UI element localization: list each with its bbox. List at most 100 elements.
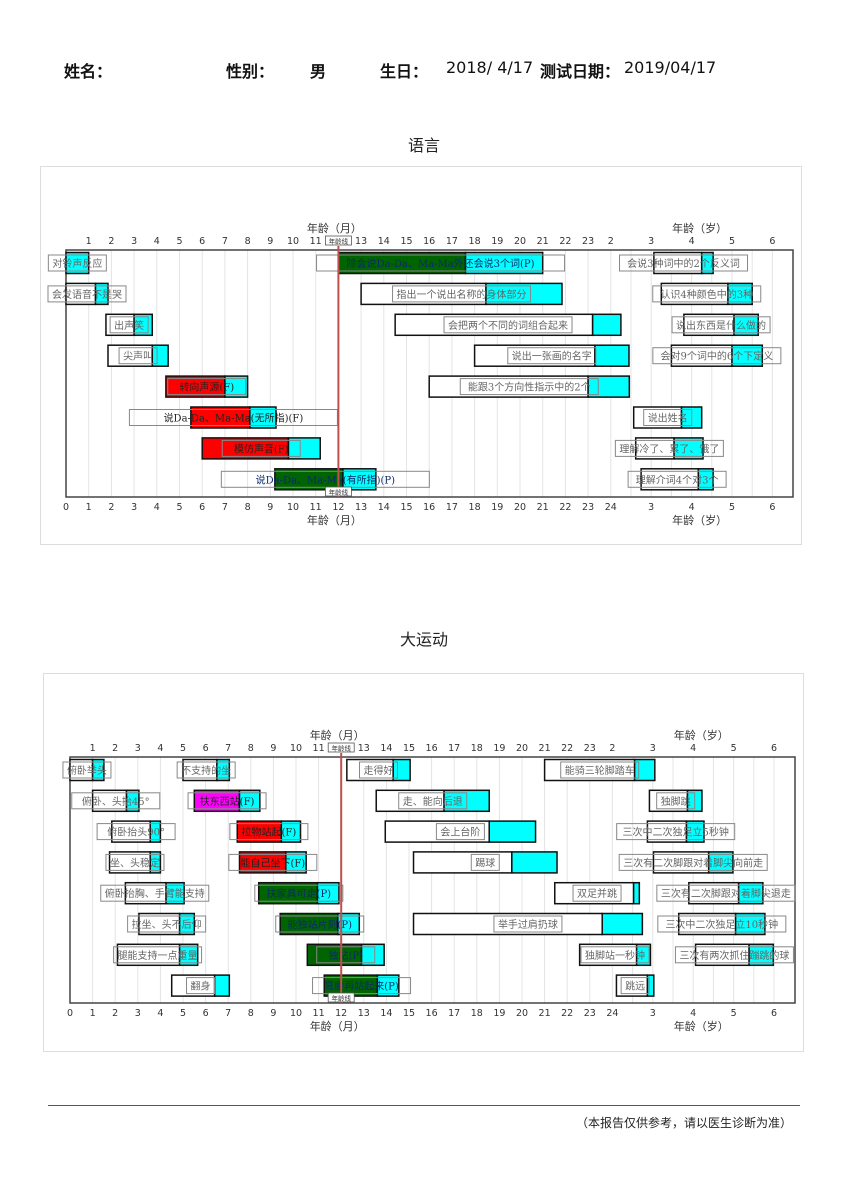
item-label-box	[620, 977, 650, 995]
top-axis-title-months: 年龄（月）	[307, 221, 362, 235]
item-label: 坐、头稳定	[110, 856, 160, 869]
item-label-box	[614, 439, 724, 457]
item-label: 会对9个词中的6个下定义	[660, 350, 773, 363]
top-tick-label: 22	[561, 743, 573, 754]
item-label-box	[392, 285, 532, 303]
top-tick-label: 21	[537, 236, 549, 247]
bar-segment-tail	[700, 251, 714, 275]
top-tick-label: 23	[582, 236, 594, 247]
bottom-tick-label: 8	[248, 1008, 254, 1019]
item-label: 独站(P)	[328, 949, 363, 962]
item-label-box	[229, 823, 309, 841]
item-label: 认识4种颜色中的3种	[660, 288, 753, 301]
bottom-tick-label: 4	[690, 1008, 696, 1019]
age-line-tag-top: 年龄线	[329, 237, 349, 246]
bar-segment-tail	[216, 758, 231, 782]
top-tick-label: 7	[225, 743, 231, 754]
bottom-tick-label: 13	[358, 1008, 370, 1019]
top-tick-label: 3	[135, 743, 141, 754]
bottom-tick-label: 22	[561, 1008, 573, 1019]
item-label-box	[62, 761, 112, 779]
top-tick-label: 3	[650, 743, 656, 754]
top-tick-label: 23	[584, 743, 596, 754]
item-label: 理解介词4个对3个	[636, 473, 719, 486]
item-label: 能自己坐下(F)	[240, 856, 305, 869]
item-label: 说Da-Da、Ma-Ma(无所指)(F)	[164, 412, 304, 425]
bottom-tick-label: 18	[469, 502, 481, 513]
item-label-box	[187, 792, 267, 810]
bottom-tick-label: 15	[403, 1008, 415, 1019]
bar-segment-tail	[280, 820, 302, 843]
bottom-tick-label: 22	[559, 502, 571, 513]
bar-segment-tail	[337, 912, 361, 936]
top-axis-title-years: 年龄（岁）	[674, 728, 729, 742]
bar-segment-tail	[249, 406, 277, 429]
item-label-box	[176, 761, 236, 779]
bottom-tick-label: 5	[729, 502, 735, 513]
bottom-tick-label: 16	[426, 1008, 438, 1019]
bar-segment-tail	[238, 789, 261, 813]
language-chart-frame	[40, 166, 802, 545]
bottom-tick-label: 19	[493, 1008, 505, 1019]
item-label: 说Da-Da、Ma-Ma(有所指)(P)	[256, 473, 396, 486]
bottom-tick-label: 15	[400, 502, 412, 513]
bottom-tick-label: 21	[537, 502, 549, 513]
bar-segment-tail	[125, 789, 140, 813]
item-label: 能骑三轮脚踏车	[565, 764, 635, 777]
top-tick-label: 1	[86, 236, 92, 247]
item-label-box	[656, 884, 796, 902]
item-label-box	[652, 285, 762, 303]
item-label-box	[470, 853, 500, 871]
item-label-box	[316, 946, 376, 964]
top-tick-label: 7	[222, 236, 228, 247]
bar-segment-tail	[94, 282, 109, 306]
bottom-tick-label: 3	[648, 502, 654, 513]
bar-segment-tail	[178, 912, 196, 936]
birth-value: 2018/ 4/17	[446, 58, 534, 77]
item-label: 会说3种词中的2个反义词	[627, 257, 740, 270]
bar-segment-tail	[673, 437, 704, 460]
top-tick-label: 15	[403, 743, 415, 754]
bottom-tick-label: 19	[491, 502, 503, 513]
item-label: 能跟3个方向性指示中的2个	[468, 381, 591, 394]
top-tick-label: 17	[446, 236, 458, 247]
item-label-box	[118, 347, 158, 365]
bottom-tick-label: 3	[650, 1008, 656, 1019]
top-tick-label: 19	[493, 743, 505, 754]
item-label-box	[47, 254, 107, 272]
top-axis-title-years: 年龄（岁）	[672, 221, 727, 235]
top-axis-title-months: 年龄（月）	[310, 728, 365, 742]
bar-segment-tail	[633, 758, 656, 782]
bar-segment-tail	[594, 344, 630, 367]
bar-segment-tail	[697, 468, 714, 491]
bottom-axis-title-months: 年龄（月）	[310, 1019, 365, 1033]
bar-segment-tail	[485, 282, 563, 306]
item-label: 弯腰再站起来(P)	[324, 980, 399, 993]
footer-divider	[48, 1105, 800, 1106]
item-label: 理解冷了、累了、饿了	[619, 442, 719, 455]
item-label: 俯卧抬胸、手臂能支持	[105, 887, 205, 900]
top-tick-label: 14	[380, 743, 392, 754]
bar-segment-tail	[464, 251, 544, 275]
top-tick-label: 2	[112, 743, 118, 754]
bar-segment-tail	[178, 943, 199, 967]
bottom-tick-label: 5	[731, 1008, 737, 1019]
bottom-tick-label: 1	[86, 502, 92, 513]
item-label-box	[100, 884, 210, 902]
bottom-tick-label: 5	[176, 502, 182, 513]
bar-segment-tail	[685, 820, 705, 843]
top-tick-label: 16	[423, 236, 435, 247]
item-label: 俯卧抬头90°	[107, 826, 165, 839]
item-label: 扶东西站(F)	[200, 795, 255, 808]
bottom-axis-title-months: 年龄（月）	[307, 513, 362, 527]
bar-segment-tail	[376, 974, 400, 997]
item-label: 俯卧举头	[67, 764, 107, 777]
bottom-tick-label: 18	[471, 1008, 483, 1019]
item-label: 拉物站起(F)	[242, 826, 297, 839]
bar-segment-tail	[360, 943, 385, 967]
top-tick-label: 6	[769, 236, 775, 247]
item-label: 独脚站一秒钟	[585, 949, 645, 962]
top-tick-label: 18	[469, 236, 481, 247]
top-tick-label: 5	[731, 743, 737, 754]
item-label: 会上台阶	[440, 826, 480, 839]
